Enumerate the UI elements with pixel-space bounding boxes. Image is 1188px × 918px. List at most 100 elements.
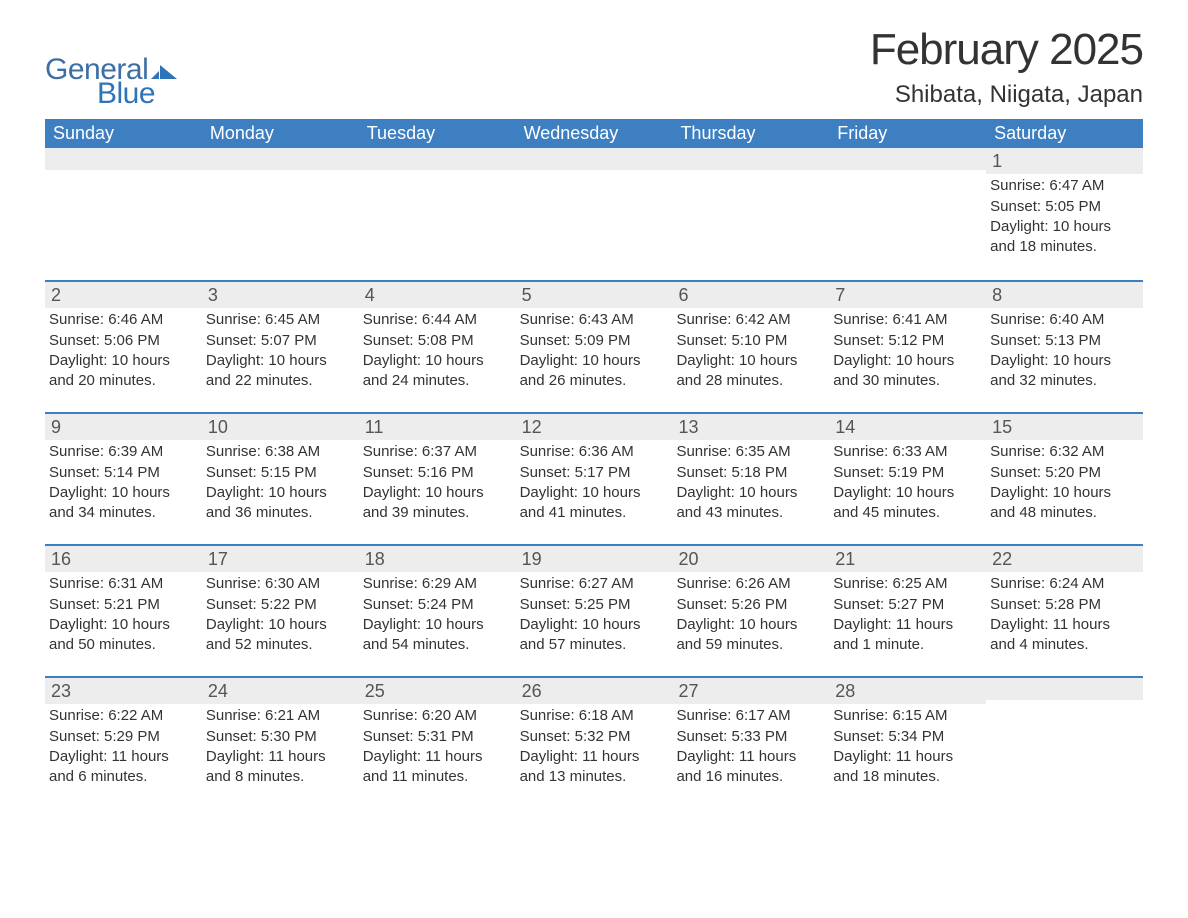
sunset-line: Sunset: 5:13 PM <box>990 331 1139 351</box>
calendar-day: 22Sunrise: 6:24 AMSunset: 5:28 PMDayligh… <box>986 546 1143 676</box>
sunrise-line: Sunrise: 6:27 AM <box>520 574 669 594</box>
location-subtitle: Shibata, Niigata, Japan <box>870 81 1143 109</box>
day-number: 9 <box>45 414 202 440</box>
calendar-day <box>516 148 673 280</box>
sunset-line: Sunset: 5:19 PM <box>833 463 982 483</box>
sunset-line: Sunset: 5:32 PM <box>520 727 669 747</box>
day-number: 18 <box>359 546 516 572</box>
calendar-day: 13Sunrise: 6:35 AMSunset: 5:18 PMDayligh… <box>672 414 829 544</box>
sunrise-line: Sunrise: 6:18 AM <box>520 706 669 726</box>
calendar-day: 24Sunrise: 6:21 AMSunset: 5:30 PMDayligh… <box>202 678 359 808</box>
sunrise-line: Sunrise: 6:39 AM <box>49 442 198 462</box>
weekday-header: Sunday <box>45 119 202 148</box>
day-number: 24 <box>202 678 359 704</box>
daylight-line: Daylight: 11 hours and 8 minutes. <box>206 747 355 788</box>
weekday-header: Thursday <box>672 119 829 148</box>
sunset-line: Sunset: 5:20 PM <box>990 463 1139 483</box>
calendar-day: 10Sunrise: 6:38 AMSunset: 5:15 PMDayligh… <box>202 414 359 544</box>
daylight-line: Daylight: 10 hours and 20 minutes. <box>49 351 198 392</box>
daylight-line: Daylight: 11 hours and 4 minutes. <box>990 615 1139 656</box>
sunset-line: Sunset: 5:07 PM <box>206 331 355 351</box>
day-number: 7 <box>829 282 986 308</box>
sunset-line: Sunset: 5:34 PM <box>833 727 982 747</box>
calendar-day: 27Sunrise: 6:17 AMSunset: 5:33 PMDayligh… <box>672 678 829 808</box>
daylight-line: Daylight: 10 hours and 24 minutes. <box>363 351 512 392</box>
day-number: 10 <box>202 414 359 440</box>
sunset-line: Sunset: 5:26 PM <box>676 595 825 615</box>
day-number: 19 <box>516 546 673 572</box>
calendar: SundayMondayTuesdayWednesdayThursdayFrid… <box>45 119 1143 808</box>
sunrise-line: Sunrise: 6:29 AM <box>363 574 512 594</box>
daylight-line: Daylight: 11 hours and 18 minutes. <box>833 747 982 788</box>
day-number: 17 <box>202 546 359 572</box>
calendar-week: 23Sunrise: 6:22 AMSunset: 5:29 PMDayligh… <box>45 676 1143 808</box>
calendar-day <box>829 148 986 280</box>
sunrise-line: Sunrise: 6:25 AM <box>833 574 982 594</box>
weekday-header: Friday <box>829 119 986 148</box>
sunrise-line: Sunrise: 6:46 AM <box>49 310 198 330</box>
daylight-line: Daylight: 10 hours and 45 minutes. <box>833 483 982 524</box>
calendar-day: 4Sunrise: 6:44 AMSunset: 5:08 PMDaylight… <box>359 282 516 412</box>
weekday-header-row: SundayMondayTuesdayWednesdayThursdayFrid… <box>45 119 1143 148</box>
sunrise-line: Sunrise: 6:43 AM <box>520 310 669 330</box>
sunrise-line: Sunrise: 6:40 AM <box>990 310 1139 330</box>
weekday-header: Monday <box>202 119 359 148</box>
day-number: 20 <box>672 546 829 572</box>
day-number <box>202 148 359 170</box>
calendar-day: 26Sunrise: 6:18 AMSunset: 5:32 PMDayligh… <box>516 678 673 808</box>
daylight-line: Daylight: 10 hours and 28 minutes. <box>676 351 825 392</box>
day-number: 5 <box>516 282 673 308</box>
sunrise-line: Sunrise: 6:41 AM <box>833 310 982 330</box>
calendar-week: 2Sunrise: 6:46 AMSunset: 5:06 PMDaylight… <box>45 280 1143 412</box>
calendar-day <box>45 148 202 280</box>
daylight-line: Daylight: 10 hours and 41 minutes. <box>520 483 669 524</box>
day-number: 2 <box>45 282 202 308</box>
sunrise-line: Sunrise: 6:42 AM <box>676 310 825 330</box>
calendar-day: 6Sunrise: 6:42 AMSunset: 5:10 PMDaylight… <box>672 282 829 412</box>
day-number: 3 <box>202 282 359 308</box>
day-number: 27 <box>672 678 829 704</box>
daylight-line: Daylight: 11 hours and 6 minutes. <box>49 747 198 788</box>
sunset-line: Sunset: 5:22 PM <box>206 595 355 615</box>
sunset-line: Sunset: 5:30 PM <box>206 727 355 747</box>
calendar-day: 9Sunrise: 6:39 AMSunset: 5:14 PMDaylight… <box>45 414 202 544</box>
calendar-day: 3Sunrise: 6:45 AMSunset: 5:07 PMDaylight… <box>202 282 359 412</box>
day-number: 1 <box>986 148 1143 174</box>
day-number: 22 <box>986 546 1143 572</box>
sunrise-line: Sunrise: 6:36 AM <box>520 442 669 462</box>
sunrise-line: Sunrise: 6:38 AM <box>206 442 355 462</box>
weekday-header: Saturday <box>986 119 1143 148</box>
day-number: 4 <box>359 282 516 308</box>
sunset-line: Sunset: 5:08 PM <box>363 331 512 351</box>
daylight-line: Daylight: 10 hours and 32 minutes. <box>990 351 1139 392</box>
calendar-day: 19Sunrise: 6:27 AMSunset: 5:25 PMDayligh… <box>516 546 673 676</box>
calendar-day: 5Sunrise: 6:43 AMSunset: 5:09 PMDaylight… <box>516 282 673 412</box>
sunrise-line: Sunrise: 6:21 AM <box>206 706 355 726</box>
sunset-line: Sunset: 5:16 PM <box>363 463 512 483</box>
sunrise-line: Sunrise: 6:24 AM <box>990 574 1139 594</box>
sunrise-line: Sunrise: 6:17 AM <box>676 706 825 726</box>
calendar-day <box>986 678 1143 808</box>
sunrise-line: Sunrise: 6:15 AM <box>833 706 982 726</box>
daylight-line: Daylight: 11 hours and 13 minutes. <box>520 747 669 788</box>
daylight-line: Daylight: 10 hours and 43 minutes. <box>676 483 825 524</box>
daylight-line: Daylight: 10 hours and 59 minutes. <box>676 615 825 656</box>
day-number <box>516 148 673 170</box>
calendar-day: 18Sunrise: 6:29 AMSunset: 5:24 PMDayligh… <box>359 546 516 676</box>
day-number: 12 <box>516 414 673 440</box>
day-number <box>45 148 202 170</box>
day-number: 21 <box>829 546 986 572</box>
calendar-day: 1Sunrise: 6:47 AMSunset: 5:05 PMDaylight… <box>986 148 1143 280</box>
day-number: 16 <box>45 546 202 572</box>
day-number: 28 <box>829 678 986 704</box>
daylight-line: Daylight: 10 hours and 34 minutes. <box>49 483 198 524</box>
sunrise-line: Sunrise: 6:26 AM <box>676 574 825 594</box>
day-number <box>829 148 986 170</box>
calendar-day: 16Sunrise: 6:31 AMSunset: 5:21 PMDayligh… <box>45 546 202 676</box>
calendar-week: 1Sunrise: 6:47 AMSunset: 5:05 PMDaylight… <box>45 148 1143 280</box>
calendar-day: 25Sunrise: 6:20 AMSunset: 5:31 PMDayligh… <box>359 678 516 808</box>
day-number: 23 <box>45 678 202 704</box>
calendar-day: 7Sunrise: 6:41 AMSunset: 5:12 PMDaylight… <box>829 282 986 412</box>
day-number: 26 <box>516 678 673 704</box>
sunset-line: Sunset: 5:09 PM <box>520 331 669 351</box>
